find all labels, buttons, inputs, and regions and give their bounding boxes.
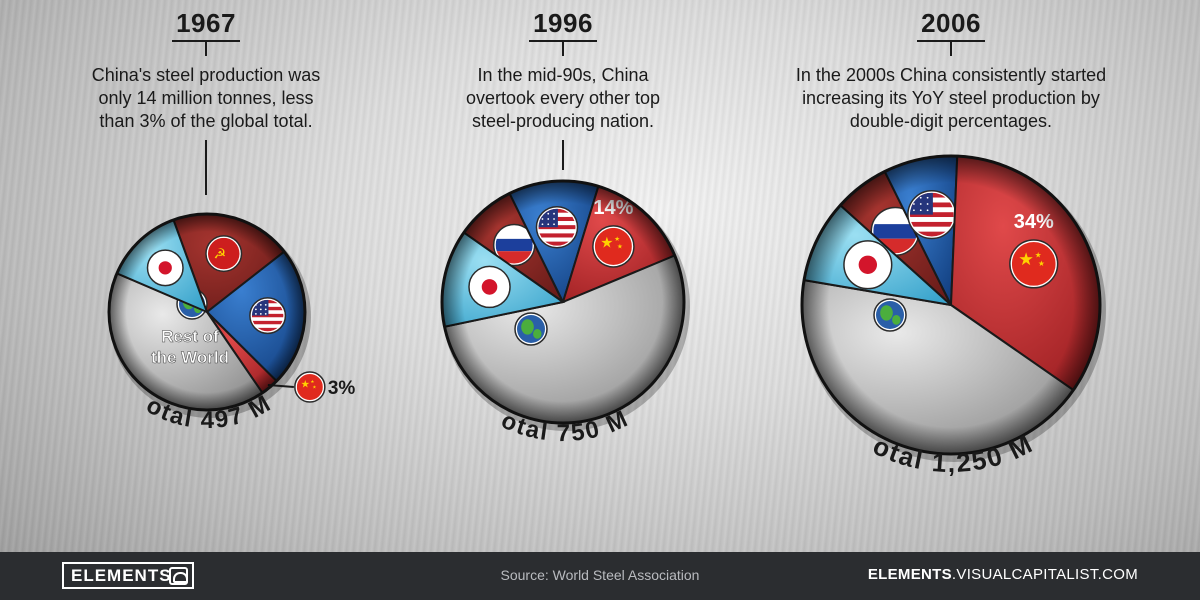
china-share-label: 3% (328, 378, 356, 399)
footer-bar: ELEMENTS Source: World Steel Association… (0, 552, 1200, 600)
pie-outline (107, 212, 307, 412)
annotation-connector (205, 140, 207, 195)
logo-badge-icon (169, 567, 188, 585)
pie-outline (800, 154, 1102, 456)
svg-text:★: ★ (310, 379, 314, 385)
annotation-connector (562, 140, 564, 170)
panel-1967: 1967 China's steel production was only 1… (56, 0, 356, 552)
pie-rim (442, 181, 684, 423)
panel-1996: 1996 In the mid-90s, China overtook ever… (413, 0, 713, 552)
year-connector (950, 40, 952, 56)
panel-2006: 2006 In the 2000s China consistently sta… (778, 0, 1124, 552)
site-rest: .VISUALCAPITALIST.COM (951, 566, 1138, 583)
annotation-1996: In the mid-90s, China overtook every oth… (465, 65, 661, 131)
annotation-1967: China's steel production was only 14 mil… (91, 65, 321, 131)
svg-text:★: ★ (301, 379, 310, 391)
year-connector (562, 40, 564, 56)
pie-outline (440, 179, 686, 425)
pie-rim (802, 156, 1100, 454)
svg-text:★: ★ (312, 384, 316, 390)
elements-logo[interactable]: ELEMENTS (62, 562, 194, 589)
annotation-2006: In the 2000s China consistently started … (795, 65, 1107, 131)
source-text: Source: World Steel Association (500, 567, 700, 583)
pie-rim (109, 214, 305, 410)
year-connector (205, 40, 207, 56)
logo-text: ELEMENTS (71, 566, 172, 585)
site-bold: ELEMENTS (867, 566, 952, 583)
site-link[interactable]: ELEMENTS.VISUALCAPITALIST.COM (868, 566, 1138, 583)
china-flag-icon: ★★★ (294, 371, 326, 403)
